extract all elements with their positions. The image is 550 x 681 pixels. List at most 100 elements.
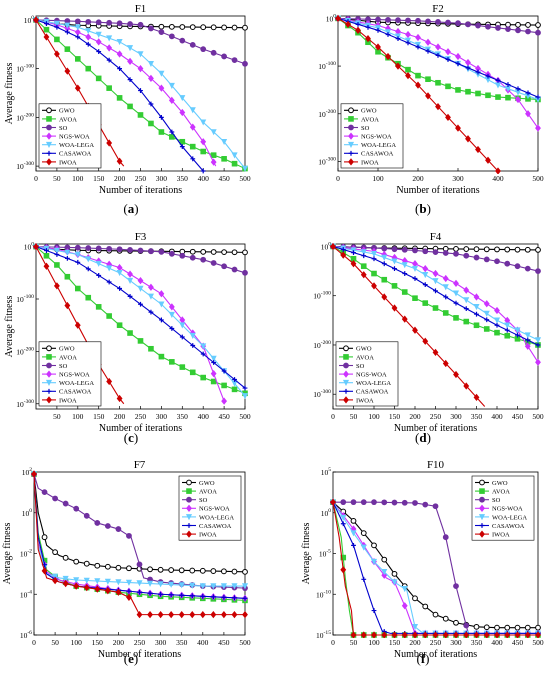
data-point-SO [535, 29, 541, 36]
data-point-WOA-LEGA [381, 254, 388, 261]
data-point-CASAWOA [463, 306, 469, 312]
data-point-GWO [504, 624, 511, 631]
data-point-IWOA [360, 631, 367, 638]
data-point-IWOA [485, 156, 491, 164]
data-point-AVOA [371, 270, 377, 277]
data-point-AVOA [479, 488, 485, 494]
data-point-GWO [350, 518, 357, 524]
data-point-NGS-WOA [435, 43, 441, 51]
data-point-SO [168, 33, 175, 40]
data-point-CASAWOA [179, 144, 185, 150]
data-point-IWOA [401, 631, 408, 638]
data-point-WOA-LEGA [360, 249, 367, 256]
series-line-NGS-WOA [332, 501, 538, 634]
data-point-WOA-LEGA [53, 247, 60, 254]
series-group [33, 242, 248, 405]
data-point-CASAWOA [371, 608, 377, 613]
x-tick-label: 0 [34, 174, 38, 183]
data-point-NGS-WOA [85, 33, 92, 41]
data-point-NGS-WOA [524, 342, 531, 350]
data-point-GWO [157, 566, 164, 573]
data-point-CASAWOA [200, 168, 206, 174]
data-point-SO [514, 263, 521, 270]
data-point-AVOA [179, 138, 186, 145]
data-point-GWO [422, 603, 429, 610]
data-point-NGS-WOA [200, 138, 207, 146]
data-point-AVOA [46, 116, 52, 122]
data-point-WOA-LEGA [137, 51, 144, 58]
data-point-SO [432, 503, 439, 510]
x-tick-label: 350 [471, 638, 483, 647]
x-tick-label: 450 [218, 174, 230, 183]
y-tick-label: 100 [22, 508, 33, 518]
data-point-WOA-LEGA [452, 290, 460, 297]
data-point-GWO [186, 479, 192, 486]
chart-panel-1: F1 0 50 100 150 200 250 300 350 400 450 500 100 10-10… [4, 3, 251, 196]
data-point-GWO [179, 24, 186, 30]
data-point-AVOA [116, 322, 123, 328]
data-point-IWOA [186, 530, 192, 538]
x-tick-label: 50 [350, 638, 358, 647]
data-point-IWOA [33, 242, 39, 251]
x-tick-label: 350 [471, 412, 483, 421]
data-point-CASAWOA [85, 41, 91, 47]
data-point-WOA-LEGA [85, 256, 92, 263]
legend-label: AVOA [361, 116, 379, 123]
data-point-CASAWOA [525, 337, 531, 343]
data-point-GWO [221, 249, 228, 256]
data-point-IWOA [494, 631, 500, 638]
data-point-WOA-LEGA [116, 270, 123, 277]
data-point-GWO [535, 22, 541, 28]
x-tick-label: 500 [239, 412, 251, 421]
data-point-NGS-WOA [415, 33, 421, 42]
data-point-CASAWOA [138, 88, 143, 93]
data-point-CASAWOA [127, 77, 133, 83]
data-point-CASAWOA [232, 377, 237, 382]
data-point-WOA-LEGA [74, 24, 81, 31]
data-point-SO [158, 29, 165, 35]
x-tick-label: 100 [72, 174, 84, 183]
data-point-GWO [473, 623, 480, 630]
data-point-SO [116, 20, 123, 27]
series-line-WOA-LEGA [332, 501, 538, 634]
x-tick-label: 450 [218, 638, 230, 647]
data-point-CASAWOA [169, 129, 175, 135]
data-point-CASAWOA [186, 523, 192, 528]
data-point-GWO [381, 556, 388, 563]
data-point-AVOA [445, 83, 451, 90]
data-point-SO [422, 248, 429, 255]
series-group [33, 16, 248, 174]
data-point-AVOA [127, 330, 133, 336]
data-point-NGS-WOA [210, 158, 217, 166]
data-point-SO [158, 248, 165, 255]
data-point-IWOA [391, 631, 398, 638]
data-point-AVOA [231, 160, 238, 167]
data-point-WOA-LEGA [350, 247, 357, 254]
data-point-AVOA [148, 120, 154, 127]
data-point-IWOA [425, 92, 431, 100]
data-point-NGS-WOA [455, 52, 461, 61]
x-tick-label: 400 [198, 174, 210, 183]
data-point-CASAWOA [375, 27, 381, 33]
data-point-WOA-LEGA [62, 575, 69, 583]
data-point-AVOA [505, 94, 511, 101]
data-point-AVOA [95, 304, 102, 310]
y-tick-label: 10-300 [16, 161, 34, 171]
data-point-AVOA [483, 326, 490, 332]
data-point-WOA-LEGA [95, 31, 102, 38]
data-point-GWO [94, 562, 101, 569]
x-tick-label: 400 [491, 638, 503, 647]
y-tick-label: 100 [24, 242, 35, 252]
x-tick-label: 450 [512, 638, 524, 647]
data-point-CASAWOA [361, 576, 367, 582]
data-point-CASAWOA [106, 57, 112, 63]
data-point-WOA-LEGA [391, 579, 398, 586]
data-point-SO [495, 25, 501, 31]
panel-label: (e) [124, 651, 138, 666]
data-point-WOA-LEGA [189, 582, 196, 589]
chart-title: F3 [135, 231, 147, 243]
data-point-WOA-LEGA [381, 569, 388, 576]
data-point-WOA-LEGA [52, 573, 59, 580]
